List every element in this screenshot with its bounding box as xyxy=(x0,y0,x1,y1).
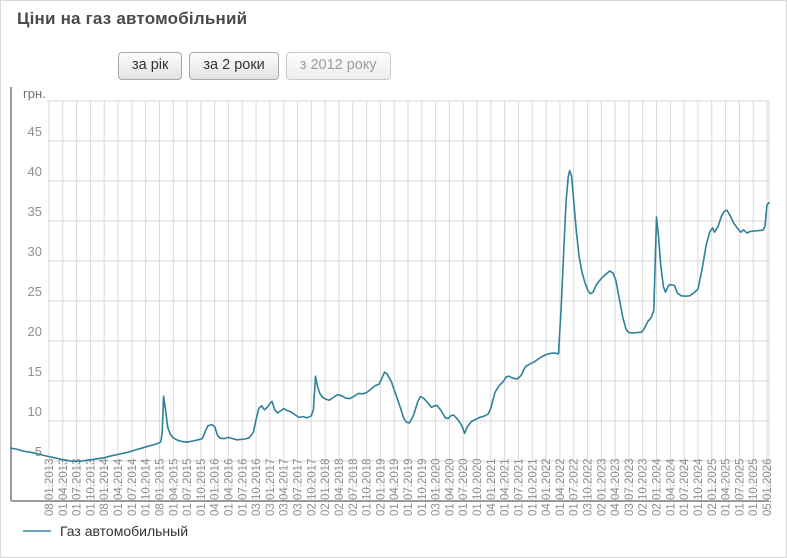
svg-text:01.04.2021: 01.04.2021 xyxy=(500,458,512,516)
period-buttons: за рік за 2 роки з 2012 року xyxy=(118,52,391,80)
svg-text:03.07.2017: 03.07.2017 xyxy=(293,458,305,516)
svg-text:01.04.2025: 01.04.2025 xyxy=(721,458,733,516)
svg-text:01.07.2016: 01.07.2016 xyxy=(237,458,249,516)
svg-text:01.04.2024: 01.04.2024 xyxy=(665,458,677,516)
svg-text:02.04.2018: 02.04.2018 xyxy=(334,458,346,516)
svg-text:01.10.2013: 01.10.2013 xyxy=(85,458,97,516)
svg-text:01.10.2018: 01.10.2018 xyxy=(362,458,374,516)
svg-text:03.01.2017: 03.01.2017 xyxy=(265,458,277,516)
period-button-2years[interactable]: за 2 роки xyxy=(189,52,279,80)
svg-text:01.07.2019: 01.07.2019 xyxy=(403,458,415,516)
period-button-since-2012[interactable]: з 2012 року xyxy=(285,52,391,80)
svg-text:03.10.2016: 03.10.2016 xyxy=(251,458,263,516)
period-button-year[interactable]: за рік xyxy=(118,52,183,80)
svg-text:01.04.2014: 01.04.2014 xyxy=(113,458,125,516)
svg-text:01.07.2024: 01.07.2024 xyxy=(679,458,691,516)
svg-text:01.10.2015: 01.10.2015 xyxy=(196,458,208,516)
svg-text:02.01.2023: 02.01.2023 xyxy=(596,458,608,516)
svg-text:01.04.2013: 01.04.2013 xyxy=(58,458,70,516)
svg-text:20: 20 xyxy=(28,324,42,339)
svg-text:01.04.2020: 01.04.2020 xyxy=(444,458,456,516)
y-tick-labels: 5 10 15 20 25 30 35 40 45 xyxy=(28,124,42,459)
svg-text:02.01.2025: 02.01.2025 xyxy=(707,458,719,516)
x-tick-labels: 08.01.2013 01.04.2013 01.07.2013 01.10.2013… xyxy=(44,458,774,516)
svg-text:03.04.2017: 03.04.2017 xyxy=(279,458,291,516)
svg-text:45: 45 xyxy=(28,124,42,139)
svg-text:04.01.2016: 04.01.2016 xyxy=(210,458,222,516)
x-gridlines xyxy=(48,101,770,501)
svg-text:02.10.2017: 02.10.2017 xyxy=(306,458,318,516)
svg-text:01.04.2022: 01.04.2022 xyxy=(555,458,567,516)
svg-text:01.10.2020: 01.10.2020 xyxy=(472,458,484,516)
legend-line-swatch xyxy=(23,530,51,532)
svg-text:01.04.2015: 01.04.2015 xyxy=(168,458,180,516)
svg-text:01.07.2025: 01.07.2025 xyxy=(734,458,746,516)
svg-text:01.04.2016: 01.04.2016 xyxy=(224,458,236,516)
svg-text:01.10.2025: 01.10.2025 xyxy=(748,458,760,516)
svg-text:01.07.2013: 01.07.2013 xyxy=(72,458,84,516)
svg-text:01.07.2021: 01.07.2021 xyxy=(513,458,525,516)
price-chart[interactable]: грн. 5 10 15 20 25 30 35 40 45 08.01.2013 01.04.201… xyxy=(1,85,786,521)
svg-text:01.07.2020: 01.07.2020 xyxy=(458,458,470,516)
svg-text:01.10.2024: 01.10.2024 xyxy=(693,458,705,516)
svg-text:03.07.2023: 03.07.2023 xyxy=(624,458,636,516)
svg-text:01.07.2022: 01.07.2022 xyxy=(569,458,581,516)
svg-text:04.01.2022: 04.01.2022 xyxy=(541,458,553,516)
svg-text:30: 30 xyxy=(28,244,42,259)
svg-text:03.01.2020: 03.01.2020 xyxy=(431,458,443,516)
svg-text:01.07.2014: 01.07.2014 xyxy=(127,458,139,516)
svg-text:01.10.2014: 01.10.2014 xyxy=(141,458,153,516)
svg-text:02.01.2024: 02.01.2024 xyxy=(652,458,664,516)
y-axis-unit-label: грн. xyxy=(23,86,46,101)
svg-text:04.01.2021: 04.01.2021 xyxy=(486,458,498,516)
svg-text:35: 35 xyxy=(28,204,42,219)
chart-legend: Газ автомобильный xyxy=(23,523,188,539)
svg-text:40: 40 xyxy=(28,164,42,179)
svg-text:02.01.2019: 02.01.2019 xyxy=(375,458,387,516)
svg-text:02.07.2018: 02.07.2018 xyxy=(348,458,360,516)
svg-text:15: 15 xyxy=(28,364,42,379)
svg-text:03.10.2022: 03.10.2022 xyxy=(583,458,595,516)
svg-text:01.10.2021: 01.10.2021 xyxy=(527,458,539,516)
svg-text:04.04.2023: 04.04.2023 xyxy=(610,458,622,516)
page-title: Ціни на газ автомобільний xyxy=(17,9,248,28)
price-line-series[interactable] xyxy=(10,169,770,463)
svg-text:02.01.2018: 02.01.2018 xyxy=(320,458,332,516)
svg-text:02.10.2023: 02.10.2023 xyxy=(638,458,650,516)
svg-text:25: 25 xyxy=(28,284,42,299)
svg-text:08.01.2014: 08.01.2014 xyxy=(99,458,111,516)
svg-text:01.04.2019: 01.04.2019 xyxy=(389,458,401,516)
svg-text:5: 5 xyxy=(35,444,42,459)
svg-text:10: 10 xyxy=(28,404,42,419)
svg-text:05.01.2026: 05.01.2026 xyxy=(762,458,774,516)
legend-series-label: Газ автомобильный xyxy=(60,523,189,539)
svg-text:08.01.2013: 08.01.2013 xyxy=(44,458,56,516)
svg-text:01.10.2019: 01.10.2019 xyxy=(417,458,429,516)
svg-text:01.07.2015: 01.07.2015 xyxy=(182,458,194,516)
svg-text:08.01.2015: 08.01.2015 xyxy=(154,458,166,516)
